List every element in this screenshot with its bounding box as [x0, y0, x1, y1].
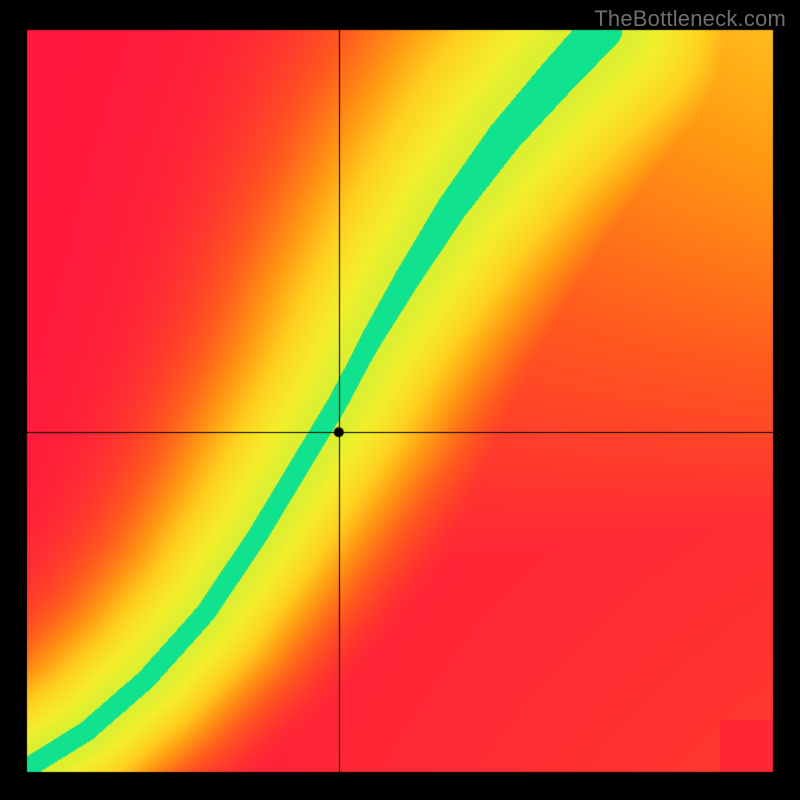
- heatmap-canvas: [0, 0, 800, 800]
- plot-container: TheBottleneck.com: [0, 0, 800, 800]
- watermark-text: TheBottleneck.com: [594, 6, 786, 32]
